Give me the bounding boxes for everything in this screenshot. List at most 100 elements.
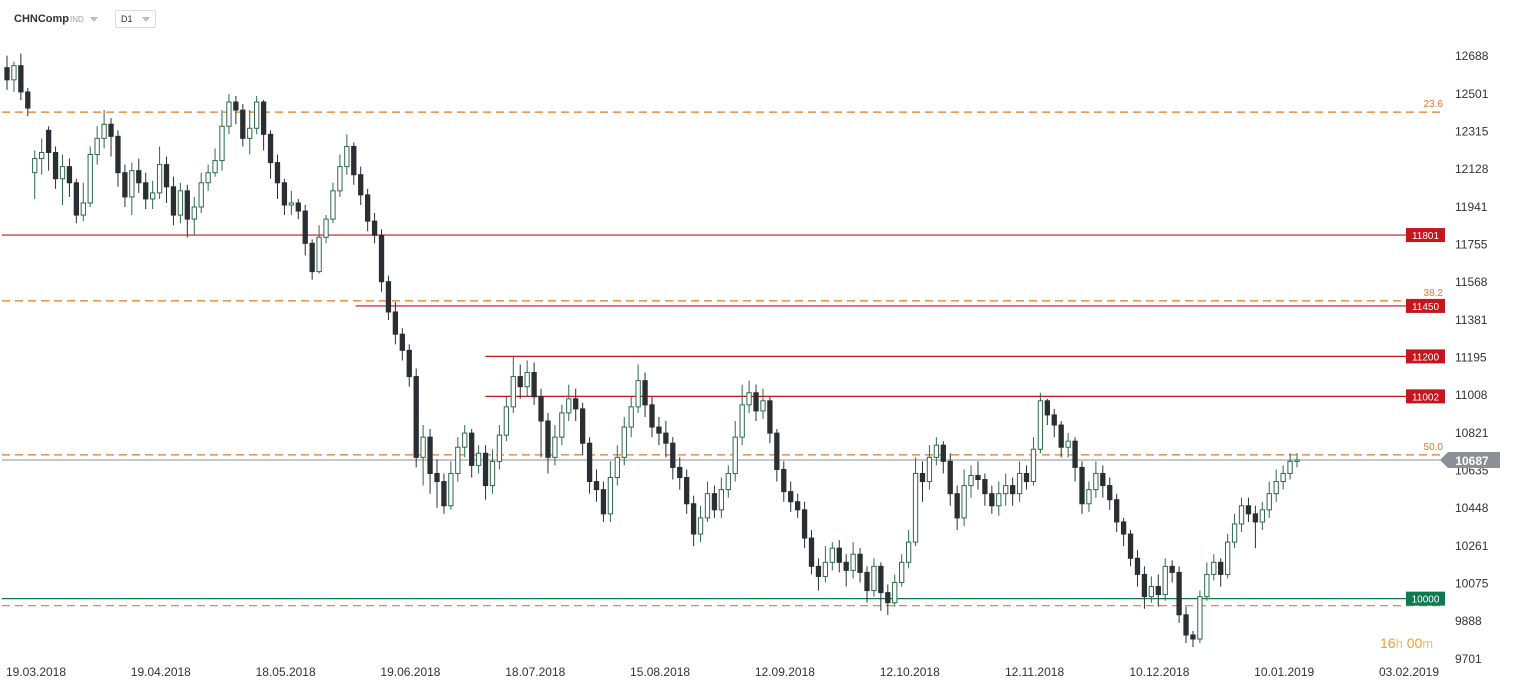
candle bbox=[649, 396, 655, 438]
candle bbox=[996, 481, 1002, 516]
candle-body bbox=[101, 123, 107, 139]
candle bbox=[940, 441, 946, 474]
candle bbox=[1218, 558, 1224, 587]
y-tick-label: 11941 bbox=[1455, 200, 1488, 214]
fib-level-label: 23.6 bbox=[1424, 99, 1444, 110]
candle-body bbox=[198, 182, 204, 208]
candle-body bbox=[462, 432, 468, 448]
candle bbox=[961, 469, 967, 526]
candle-body bbox=[240, 109, 246, 139]
candle bbox=[684, 469, 690, 514]
candle bbox=[663, 420, 669, 458]
y-tick-label: 9701 bbox=[1455, 652, 1482, 666]
candle-body bbox=[413, 376, 419, 458]
y-tick-label: 11755 bbox=[1455, 237, 1488, 251]
candle bbox=[1266, 481, 1272, 518]
candle-body bbox=[309, 242, 315, 273]
candle bbox=[115, 130, 121, 187]
market-dropdown[interactable]: IND bbox=[70, 10, 98, 28]
timeframe-dropdown[interactable]: D1 bbox=[115, 10, 156, 28]
candle bbox=[455, 437, 461, 482]
candle-body bbox=[1218, 561, 1224, 575]
candle-body bbox=[711, 493, 718, 511]
candle-body bbox=[496, 434, 503, 462]
candle-timer: 16h 00m bbox=[1380, 635, 1433, 651]
x-tick-label: 10.12.2018 bbox=[1129, 665, 1189, 679]
candle-body bbox=[434, 472, 440, 483]
candle-body bbox=[1065, 440, 1071, 448]
candle bbox=[101, 110, 107, 149]
candle-body bbox=[1009, 485, 1016, 495]
candle bbox=[212, 148, 218, 177]
candle bbox=[1141, 566, 1148, 609]
candle bbox=[441, 473, 447, 514]
candle bbox=[815, 558, 822, 591]
candle-body bbox=[1190, 634, 1196, 640]
candle bbox=[1183, 606, 1189, 644]
candle bbox=[149, 180, 156, 210]
candle-body bbox=[843, 561, 849, 571]
candle-body bbox=[122, 172, 128, 198]
candle-body bbox=[822, 561, 829, 577]
candle bbox=[781, 461, 787, 502]
timer-hours: 16 bbox=[1380, 635, 1396, 651]
candle bbox=[656, 416, 662, 446]
candle-body bbox=[66, 166, 73, 184]
candle-body bbox=[1037, 400, 1044, 450]
candle bbox=[1016, 461, 1023, 502]
candle-body bbox=[1231, 523, 1238, 543]
y-tick-label: 11195 bbox=[1455, 350, 1487, 364]
x-tick-label: 19.03.2018 bbox=[6, 665, 66, 679]
candle bbox=[156, 146, 163, 199]
candle-body bbox=[281, 182, 288, 206]
candle-body bbox=[129, 170, 135, 198]
candle-body bbox=[469, 432, 475, 466]
candle-body bbox=[323, 218, 329, 238]
candle bbox=[697, 505, 704, 543]
candle-body bbox=[781, 468, 787, 493]
candle-body bbox=[663, 432, 669, 444]
symbol-label[interactable]: CHNComp bbox=[14, 13, 69, 25]
candle-body bbox=[1072, 440, 1078, 468]
candle-body bbox=[607, 477, 614, 515]
candle bbox=[621, 416, 627, 466]
candle bbox=[1287, 453, 1293, 480]
candle bbox=[1044, 398, 1050, 426]
candle-body bbox=[80, 202, 86, 216]
candle bbox=[344, 134, 350, 175]
candle-body bbox=[371, 220, 378, 236]
candle-body bbox=[954, 493, 960, 519]
level-tag-label: 11002 bbox=[1412, 392, 1440, 403]
candle bbox=[1204, 562, 1210, 601]
candle bbox=[52, 146, 59, 189]
candle-body bbox=[725, 472, 731, 491]
candle bbox=[1148, 576, 1155, 603]
candle-body bbox=[302, 210, 308, 244]
candle bbox=[163, 156, 170, 203]
candle bbox=[1280, 465, 1286, 490]
candle bbox=[739, 384, 745, 446]
candle bbox=[475, 445, 482, 474]
candle-body bbox=[961, 485, 967, 519]
candle bbox=[586, 437, 593, 494]
candle bbox=[829, 542, 835, 571]
candle bbox=[1197, 590, 1203, 644]
candle bbox=[330, 182, 336, 224]
level-tag bbox=[1406, 298, 1445, 313]
candle-body bbox=[600, 489, 607, 515]
candle bbox=[1169, 560, 1175, 583]
candle bbox=[295, 198, 301, 220]
level-tag-label: 11450 bbox=[1412, 302, 1440, 313]
candle-body bbox=[1273, 481, 1279, 495]
candle bbox=[718, 477, 725, 518]
timer-minutes-unit: m bbox=[1422, 636, 1434, 651]
candle-body bbox=[52, 151, 59, 180]
candle-body bbox=[205, 172, 211, 184]
candle bbox=[143, 172, 149, 210]
candle-body bbox=[774, 432, 780, 470]
candle bbox=[1190, 630, 1196, 648]
candle bbox=[371, 213, 378, 244]
level-tag bbox=[1406, 228, 1445, 243]
candle-body bbox=[219, 125, 225, 162]
